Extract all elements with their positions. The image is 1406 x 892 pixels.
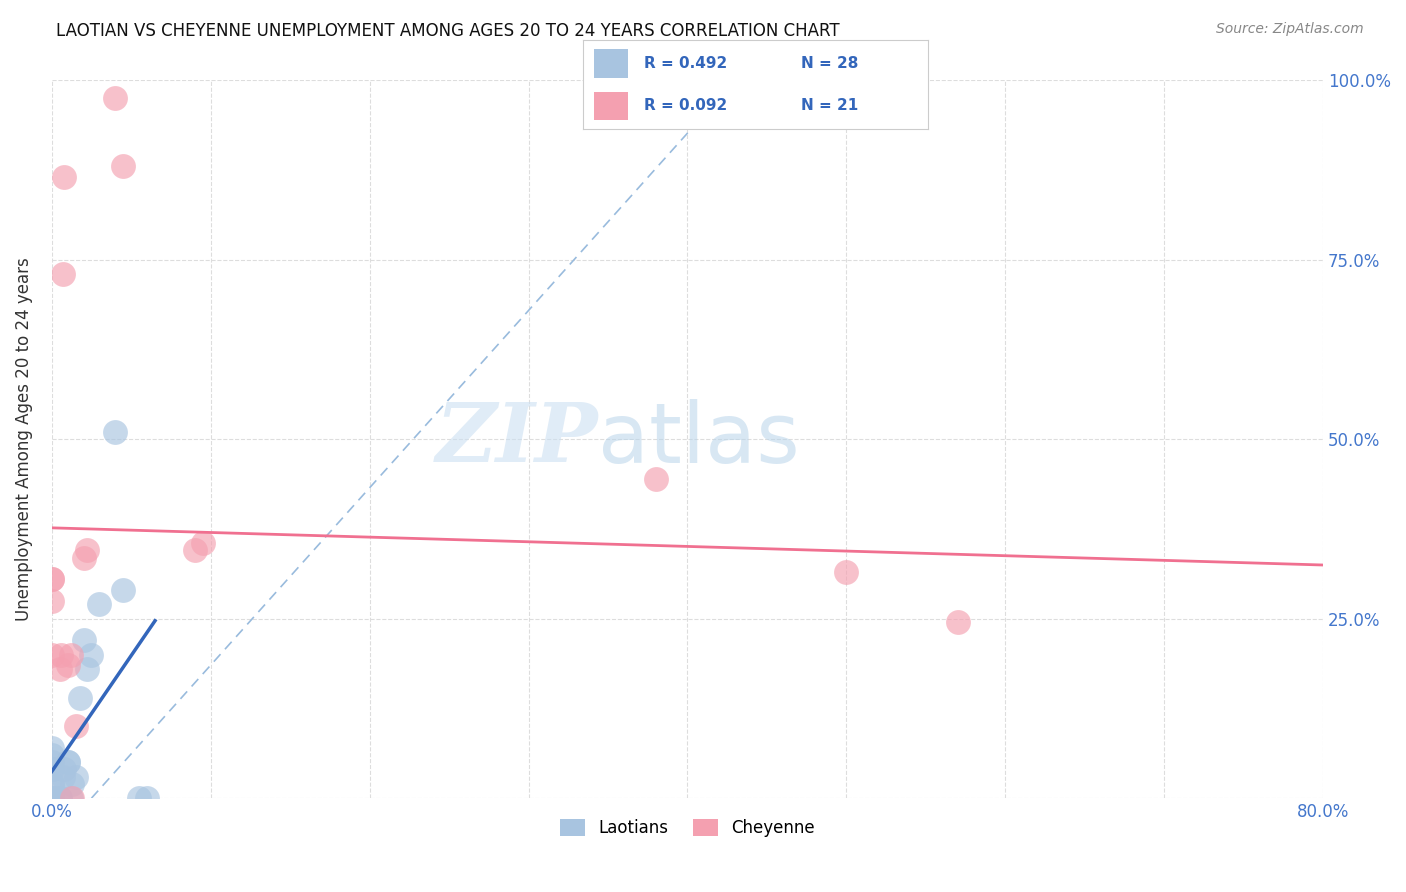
Point bbox=[89, 597, 111, 611]
Text: R = 0.492: R = 0.492 bbox=[644, 56, 727, 71]
Point bbox=[52, 770, 75, 784]
Point bbox=[41, 777, 63, 791]
Point bbox=[48, 791, 70, 805]
Point bbox=[41, 572, 63, 586]
Point bbox=[128, 791, 150, 805]
Point bbox=[41, 747, 63, 762]
Point bbox=[51, 648, 73, 662]
Point bbox=[41, 756, 63, 770]
Point bbox=[53, 763, 76, 777]
Point bbox=[76, 543, 98, 558]
Text: Source: ZipAtlas.com: Source: ZipAtlas.com bbox=[1216, 22, 1364, 37]
Point bbox=[62, 777, 84, 791]
Point bbox=[56, 658, 79, 673]
Point bbox=[52, 267, 75, 281]
Point bbox=[136, 791, 159, 805]
Point bbox=[48, 791, 70, 805]
Point bbox=[41, 648, 63, 662]
Y-axis label: Unemployment Among Ages 20 to 24 years: Unemployment Among Ages 20 to 24 years bbox=[15, 257, 32, 621]
Point bbox=[191, 536, 214, 550]
Point bbox=[56, 756, 79, 770]
Point bbox=[53, 169, 76, 184]
Point bbox=[69, 690, 91, 705]
Point bbox=[41, 593, 63, 607]
Text: R = 0.092: R = 0.092 bbox=[644, 98, 727, 113]
Point bbox=[644, 472, 666, 486]
Point bbox=[104, 91, 127, 105]
Point bbox=[41, 572, 63, 586]
Point bbox=[41, 791, 63, 805]
Point bbox=[59, 791, 82, 805]
Point bbox=[104, 425, 127, 439]
Point bbox=[56, 756, 79, 770]
Text: N = 21: N = 21 bbox=[800, 98, 858, 113]
Point bbox=[59, 648, 82, 662]
Point bbox=[41, 777, 63, 791]
Point bbox=[72, 550, 94, 565]
Point bbox=[41, 791, 63, 805]
Text: atlas: atlas bbox=[599, 399, 800, 480]
Text: ZIP: ZIP bbox=[436, 399, 599, 479]
Point bbox=[76, 662, 98, 676]
Point bbox=[72, 633, 94, 648]
Text: LAOTIAN VS CHEYENNE UNEMPLOYMENT AMONG AGES 20 TO 24 YEARS CORRELATION CHART: LAOTIAN VS CHEYENNE UNEMPLOYMENT AMONG A… bbox=[56, 22, 839, 40]
Point bbox=[41, 740, 63, 755]
Point bbox=[835, 565, 858, 579]
Point bbox=[41, 763, 63, 777]
Point bbox=[65, 719, 87, 733]
Point bbox=[41, 763, 63, 777]
Legend: Laotians, Cheyenne: Laotians, Cheyenne bbox=[553, 813, 821, 844]
Point bbox=[112, 582, 135, 597]
Point bbox=[48, 662, 70, 676]
Text: N = 28: N = 28 bbox=[800, 56, 858, 71]
Point bbox=[41, 791, 63, 805]
Point bbox=[946, 615, 969, 630]
Point bbox=[80, 648, 103, 662]
Point bbox=[62, 791, 84, 805]
Point bbox=[184, 543, 207, 558]
Point bbox=[112, 159, 135, 173]
Point bbox=[65, 770, 87, 784]
Bar bbox=[593, 49, 628, 78]
Bar bbox=[593, 92, 628, 120]
